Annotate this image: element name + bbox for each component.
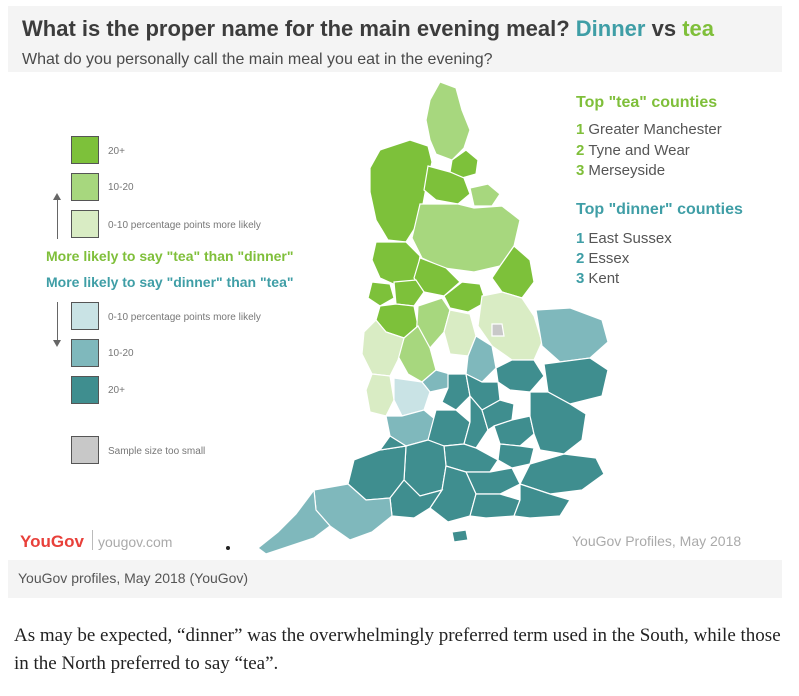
arrow-up-icon (53, 193, 61, 200)
caption-band: YouGov profiles, May 2018 (YouGov) (8, 560, 782, 598)
county-durham (423, 165, 471, 205)
england-county-map (257, 81, 609, 555)
dinner-county-2: 2 Essex (576, 250, 630, 267)
chart-figure: What is the proper name for the main eve… (8, 6, 782, 598)
logo-divider (92, 530, 93, 550)
county-norfolk (535, 307, 609, 363)
dinner-county-3: 3 Kent (576, 270, 620, 287)
county-northumberland (425, 81, 471, 161)
county-west-sussex (469, 493, 521, 519)
county-east-sussex (513, 483, 571, 519)
county-greater-london (497, 443, 535, 469)
county-herefordshire (365, 373, 395, 417)
county-cambridgeshire (495, 359, 545, 393)
legend-swatch-dinner-10-20 (71, 339, 99, 367)
legend-swatch-tea-10-20 (71, 173, 99, 201)
legend-label-tea-20plus: 20+ (108, 146, 125, 157)
county-isle-of-wight (451, 529, 469, 543)
page-title: What is the proper name for the main eve… (22, 16, 714, 42)
arrow-down-icon (53, 340, 61, 347)
image-caption: YouGov profiles, May 2018 (YouGov) (18, 570, 249, 586)
county-lincolnshire (477, 291, 543, 361)
dinner-county-1: 1 East Sussex (576, 230, 672, 247)
legend-heading-tea: More likely to say "tea" than "dinner" (46, 248, 294, 264)
legend-label-tea-0-10: 0-10 percentage points more likely (108, 220, 261, 231)
county-bristol (378, 435, 408, 451)
legend-label-dinner-10-20: 10-20 (108, 348, 134, 359)
county-east-riding (491, 245, 535, 299)
county-dorset (389, 479, 444, 519)
title-vs: vs (651, 16, 677, 41)
title-main: What is the proper name for the main eve… (22, 16, 570, 41)
county-merseyside (367, 281, 395, 307)
legend-label-dinner-20plus: 20+ (108, 385, 125, 396)
legend-heading-dinner: More likely to say "dinner" than "tea" (46, 274, 294, 290)
legend-swatch-tea-0-10 (71, 210, 99, 238)
legend-label-dinner-0-10: 0-10 percentage points more likely (108, 312, 261, 323)
county-oxfordshire (427, 409, 471, 447)
tea-counties-heading: Top "tea" counties (576, 94, 718, 111)
legend-swatch-too-small (71, 436, 99, 464)
county-cornwall (257, 488, 331, 555)
arrow-line-up (57, 199, 58, 239)
page-subtitle: What do you personally call the main mea… (22, 51, 493, 68)
title-band: What is the proper name for the main eve… (8, 6, 782, 72)
article-paragraph: As may be expected, “dinner” was the ove… (14, 625, 781, 674)
dinner-counties-heading: Top "dinner" counties (576, 201, 743, 218)
legend-swatch-tea-20plus (71, 136, 99, 164)
yougov-logo: YouGov (20, 532, 84, 551)
legend-swatch-dinner-0-10 (71, 302, 99, 330)
county-greater-manchester (393, 279, 425, 307)
source-credit: YouGov Profiles, May 2018 (572, 533, 742, 549)
county-teesside (469, 183, 501, 207)
legend-label-too-small: Sample size too small (108, 446, 206, 457)
legend-swatch-dinner-20plus (71, 376, 99, 404)
tea-county-3: 3 Merseyside (576, 162, 666, 179)
title-dinner: Dinner (575, 16, 646, 41)
arrow-line-down (57, 302, 58, 340)
tea-county-1: 1 Greater Manchester (576, 121, 722, 138)
scilly-dot (226, 546, 230, 550)
title-tea: tea (682, 16, 715, 41)
county-rutland (491, 323, 505, 337)
yougov-site: yougov.com (98, 534, 173, 550)
county-lancashire (371, 241, 421, 287)
tea-county-2: 2 Tyne and Wear (576, 142, 690, 159)
county-essex (529, 391, 587, 455)
legend-label-tea-10-20: 10-20 (108, 182, 134, 193)
